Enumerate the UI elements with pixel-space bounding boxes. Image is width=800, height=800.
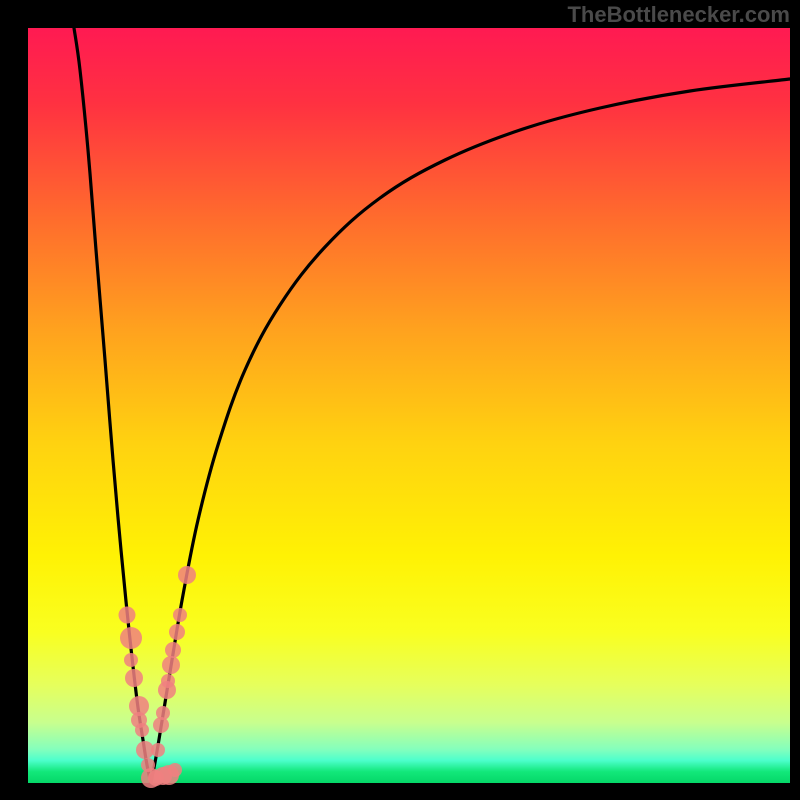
data-point [135, 723, 149, 737]
data-point [161, 674, 175, 688]
data-point [119, 607, 136, 624]
data-point [168, 763, 182, 777]
chart-container: TheBottlenecker.com [0, 0, 800, 800]
watermark-text: TheBottlenecker.com [567, 2, 790, 28]
data-point [151, 743, 165, 757]
plot-background [28, 28, 790, 783]
data-point [162, 656, 180, 674]
data-point [156, 706, 170, 720]
data-point [124, 653, 138, 667]
data-point [178, 566, 196, 584]
data-point [165, 642, 181, 658]
data-point [173, 608, 187, 622]
bottleneck-chart [0, 0, 800, 800]
data-point [169, 624, 185, 640]
data-point [120, 627, 142, 649]
data-point [125, 669, 143, 687]
